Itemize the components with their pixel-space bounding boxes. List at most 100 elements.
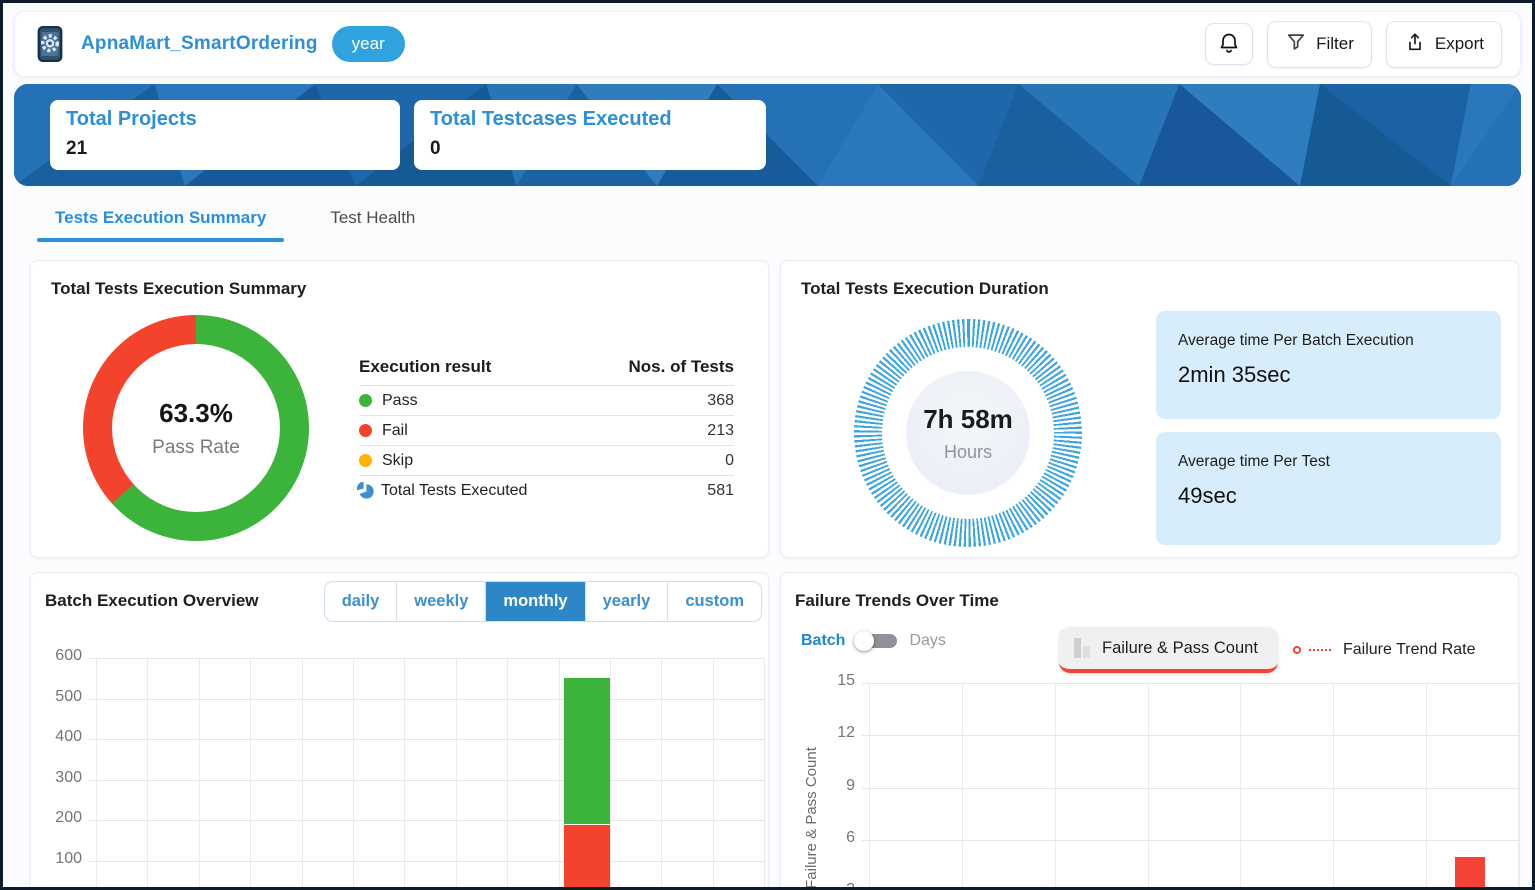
duration-value: 7h 58m — [923, 403, 1013, 434]
bar-chart-icon — [1074, 638, 1090, 658]
bar-segment-pass — [564, 678, 610, 825]
gridline-v — [869, 683, 870, 887]
y-axis-tick: 300 — [55, 768, 82, 786]
avg-batch-time-box: Average time Per Batch Execution 2min 35… — [1156, 311, 1501, 419]
total-projects-label: Total Projects — [66, 108, 197, 130]
bell-icon — [1217, 31, 1241, 58]
app-title: ApnaMart_SmartOrdering — [81, 33, 318, 54]
gridline-v — [507, 658, 509, 887]
notifications-button[interactable] — [1205, 23, 1254, 65]
total-testcases-label: Total Testcases Executed — [430, 108, 672, 130]
tab-test-health[interactable]: Test Health — [330, 208, 416, 227]
pass-label: Pass — [382, 391, 418, 409]
gridline-h — [89, 861, 764, 862]
bar-segment-fail — [564, 824, 610, 887]
duration-stats: Average time Per Batch Execution 2min 35… — [1156, 311, 1501, 545]
gridline-h — [89, 658, 764, 659]
gridline-v — [609, 658, 611, 887]
gridline-v — [1519, 683, 1520, 887]
range-monthly[interactable]: monthly — [485, 582, 585, 621]
bar-segment-failure-count — [1455, 857, 1485, 887]
tab-tests-execution-summary[interactable]: Tests Execution Summary — [37, 198, 285, 244]
fail-count: 213 — [707, 421, 734, 439]
batch-days-toggle[interactable] — [854, 629, 900, 653]
execution-summary-card: Total Tests Execution Summary 63.3% Pass… — [30, 260, 769, 558]
export-icon — [1404, 31, 1426, 58]
pass-rate-label: Pass Rate — [152, 436, 240, 458]
gridline-v — [1240, 683, 1242, 887]
failure-trends-card: Failure Trends Over Time Batch Days Fail… — [780, 572, 1520, 890]
y-axis-tick: 400 — [55, 728, 82, 746]
y-axis-tick: 3 — [846, 881, 855, 890]
range-yearly[interactable]: yearly — [584, 582, 668, 621]
gauge-center: 7h 58m Hours — [906, 371, 1030, 495]
pass-rate-donut-chart: 63.3% Pass Rate — [83, 315, 309, 541]
failure-trend-rate-legend: Failure Trend Rate — [1293, 641, 1476, 659]
y-axis-tick: 6 — [846, 828, 855, 846]
table-row-skip: Skip 0 — [359, 445, 734, 475]
table-row-fail: Fail 213 — [359, 415, 734, 445]
total-testcases-card: Total Testcases Executed 0 — [414, 100, 766, 170]
y-axis-tick: 12 — [837, 724, 855, 742]
skip-count: 0 — [725, 451, 734, 469]
phone-gear-icon — [33, 25, 67, 63]
skip-label: Skip — [382, 451, 414, 469]
failure-trends-chart: Failure & Pass Count 15 12 9 6 3 — [781, 573, 1520, 890]
gridline-v — [712, 658, 714, 887]
gridline-v — [961, 683, 963, 887]
pass-rate-value: 63.3% — [159, 397, 233, 428]
execution-duration-title: Total Tests Execution Duration — [801, 279, 1049, 298]
donut-center: 63.3% Pass Rate — [112, 344, 280, 512]
trend-rate-dash-icon — [1309, 649, 1331, 651]
header-actions: Filter Export — [1205, 20, 1502, 68]
table-header: Execution result Nos. of Tests — [359, 357, 734, 385]
header-left: ApnaMart_SmartOrdering year — [33, 25, 405, 63]
range-weekly[interactable]: weekly — [396, 582, 485, 621]
batch-overview-chart: 600 500 400 300 200 100 — [31, 573, 768, 887]
summary-banner: Total Projects 21 Total Testcases Execut… — [14, 84, 1521, 186]
gridline-h — [89, 820, 764, 822]
gridline-v — [301, 658, 303, 887]
dashboard-grid: Total Tests Execution Summary 63.3% Pass… — [30, 260, 1522, 890]
trend-rate-marker-icon — [1293, 646, 1301, 654]
gridline-h — [862, 683, 1519, 684]
y-axis-tick: 500 — [55, 687, 82, 705]
avg-test-time-label: Average time Per Test — [1178, 453, 1330, 470]
range-selector: daily weekly monthly yearly custom — [323, 581, 762, 622]
donut-row: 63.3% Pass Rate Execution result Nos. of… — [51, 315, 748, 541]
filter-label: Filter — [1316, 34, 1354, 53]
fail-label: Fail — [382, 421, 408, 439]
gridline-v — [1426, 683, 1428, 887]
failure-trends-title: Failure Trends Over Time — [795, 591, 999, 610]
range-daily[interactable]: daily — [341, 592, 380, 610]
pass-count: 368 — [707, 391, 734, 409]
gridline-h — [89, 739, 764, 741]
range-custom[interactable]: custom — [667, 582, 761, 621]
pie-chart-icon — [356, 481, 375, 500]
filter-button[interactable]: Filter — [1267, 20, 1372, 68]
column-execution-result: Execution result — [359, 357, 492, 376]
period-badge[interactable]: year — [331, 26, 405, 62]
toggle-label-days[interactable]: Days — [909, 632, 946, 649]
export-label: Export — [1434, 34, 1484, 53]
execution-summary-title: Total Tests Execution Summary — [51, 279, 307, 298]
failure-pass-count-label: Failure & Pass Count — [1102, 638, 1258, 657]
gridline-v — [1147, 683, 1149, 887]
tab-bar: Tests Execution Summary Test Health — [37, 198, 1532, 244]
batch-overview-card: Batch Execution Overview daily weekly mo… — [30, 572, 769, 887]
y-axis-tick: 100 — [55, 850, 82, 867]
gridline-v — [1333, 683, 1335, 887]
failure-pass-count-button[interactable]: Failure & Pass Count — [1059, 627, 1278, 673]
total-testcases-value: 0 — [430, 138, 441, 159]
pass-color-dot — [359, 394, 372, 407]
trend-rate-label: Failure Trend Rate — [1343, 641, 1476, 658]
export-button[interactable]: Export — [1385, 20, 1502, 68]
skip-color-dot — [359, 454, 372, 467]
gridline-h — [89, 698, 764, 700]
gridline-h — [862, 839, 1519, 841]
toggle-label-batch[interactable]: Batch — [801, 632, 846, 649]
gridline-h — [862, 787, 1519, 789]
gridline-v — [404, 658, 406, 887]
total-projects-value: 21 — [66, 138, 88, 159]
